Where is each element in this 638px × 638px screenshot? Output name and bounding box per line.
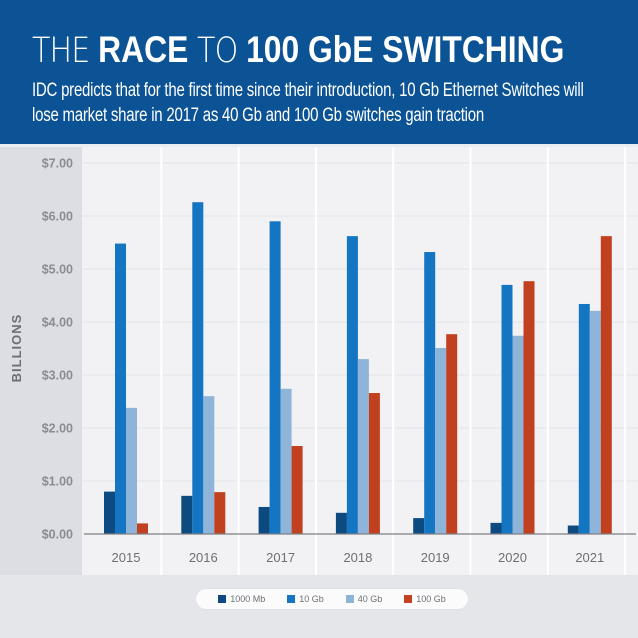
bar-40-gb-2018 bbox=[357, 359, 369, 534]
bars bbox=[104, 202, 612, 535]
bar-1000-mb-2021 bbox=[567, 525, 579, 534]
y-tick-label: $7.00 bbox=[42, 157, 73, 171]
legend-swatch bbox=[218, 595, 227, 603]
bar-1000-mb-2018 bbox=[335, 512, 347, 534]
y-tick-label: $2.00 bbox=[42, 422, 73, 436]
chart-title: THE RACE TO 100 GbE SWITCHING bbox=[32, 29, 565, 72]
bar-10-gb-2016 bbox=[192, 202, 204, 534]
bar-10-gb-2021 bbox=[578, 303, 590, 534]
legend-swatch bbox=[404, 595, 413, 603]
x-tick-label: 2015 bbox=[112, 550, 141, 565]
bar-100-gb-2019 bbox=[446, 334, 458, 534]
x-tick-label: 2016 bbox=[189, 550, 218, 565]
legend-label: 1000 Mb bbox=[230, 594, 266, 604]
legend-label: 40 Gb bbox=[357, 594, 383, 604]
legend-item-100-gb: 100 Gb bbox=[404, 594, 446, 604]
legend-swatch bbox=[345, 595, 354, 603]
title-part-to: TO bbox=[188, 31, 247, 71]
bar-10-gb-2015 bbox=[115, 243, 126, 534]
x-tick-labels: 2015 2016 2017 2018 2019 2020 2021 bbox=[112, 550, 605, 565]
legend-item-10-gb: 10 Gb bbox=[287, 594, 324, 604]
bar-100-gb-2021 bbox=[600, 236, 612, 534]
y-tick-label: $3.00 bbox=[42, 369, 73, 383]
bar-40-gb-2015 bbox=[126, 407, 137, 534]
column-separators bbox=[160, 147, 627, 575]
bar-40-gb-2020 bbox=[512, 335, 524, 534]
bar-40-gb-2021 bbox=[589, 310, 601, 534]
bar-1000-mb-2019 bbox=[413, 518, 425, 534]
bar-10-gb-2019 bbox=[424, 252, 436, 535]
bar-100-gb-2018 bbox=[368, 393, 380, 534]
bar-10-gb-2018 bbox=[346, 236, 358, 534]
y-axis-label: BILLIONS bbox=[9, 314, 24, 383]
x-tick-label: 2017 bbox=[266, 550, 295, 565]
legend: 1000 Mb 10 Gb 40 Gb 100 Gb bbox=[196, 589, 468, 609]
bar-100-gb-2020 bbox=[523, 281, 535, 534]
x-tick-label: 2020 bbox=[498, 550, 527, 565]
y-tick-labels: $0.00 $1.00 $2.00 $3.00 $4.00 $5.00 $6.00 $7.00 bbox=[42, 157, 73, 542]
bar-1000-mb-2016 bbox=[181, 495, 193, 534]
legend-item-1000-mb: 1000 Mb bbox=[218, 594, 265, 604]
y-tick-label: $5.00 bbox=[42, 263, 73, 277]
bar-40-gb-2016 bbox=[203, 396, 215, 534]
header-banner: THE RACE TO 100 GbE SWITCHING IDC predic… bbox=[0, 0, 638, 146]
title-part-race: RACE bbox=[98, 29, 189, 70]
title-part-the: THE bbox=[32, 31, 99, 71]
legend-swatch bbox=[287, 595, 296, 603]
legend-item-40-gb: 40 Gb bbox=[345, 594, 383, 604]
x-tick-label: 2019 bbox=[421, 550, 450, 565]
bar-10-gb-2017 bbox=[269, 221, 281, 535]
y-tick-label: $4.00 bbox=[42, 316, 73, 330]
y-tick-label: $1.00 bbox=[42, 475, 73, 489]
bar-100-gb-2016 bbox=[214, 492, 226, 534]
y-axis-panel bbox=[0, 147, 82, 575]
legend-label: 10 Gb bbox=[299, 594, 324, 604]
y-tick-label: $6.00 bbox=[42, 210, 73, 224]
x-tick-label: 2018 bbox=[343, 550, 372, 565]
title-part-100gbe: 100 GbE SWITCHING bbox=[246, 29, 565, 70]
chart-subtitle: IDC predicts that for the first time sin… bbox=[32, 80, 584, 126]
header-divider bbox=[0, 144, 638, 147]
bar-100-gb-2017 bbox=[291, 446, 303, 534]
x-tick-label: 2021 bbox=[575, 550, 604, 565]
bar-1000-mb-2015 bbox=[104, 491, 115, 534]
bar-40-gb-2017 bbox=[280, 388, 292, 534]
bar-100-gb-2015 bbox=[137, 523, 148, 534]
y-tick-label: $0.00 bbox=[42, 528, 73, 542]
legend-label: 100 Gb bbox=[416, 594, 446, 604]
bar-10-gb-2020 bbox=[501, 284, 513, 534]
bar-1000-mb-2020 bbox=[490, 522, 502, 534]
bar-1000-mb-2017 bbox=[258, 506, 270, 534]
bar-40-gb-2019 bbox=[435, 347, 447, 534]
